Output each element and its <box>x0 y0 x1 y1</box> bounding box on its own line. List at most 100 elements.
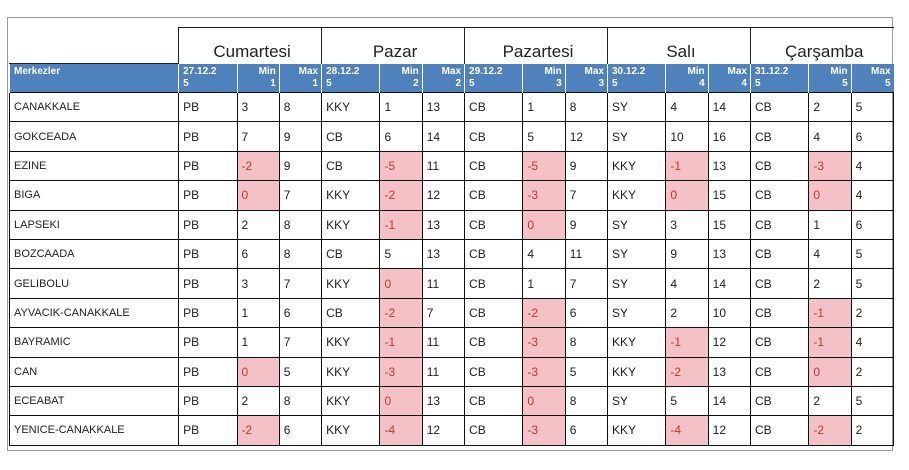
min-cell: -3 <box>522 327 566 358</box>
city-name-cell: CANAKKALE <box>8 91 180 123</box>
condition-cell: CB <box>321 238 381 270</box>
max-cell: 4 <box>850 327 895 358</box>
table-row: LAPSEKI PB 2 8 KKY -1 13 CB 0 9 SY 3 15 CB 1 6 <box>8 209 895 240</box>
min-cell: -1 <box>379 209 423 240</box>
header-min-cell: Min 1 <box>236 63 280 93</box>
city-name-cell: GOKCEADA <box>8 121 180 152</box>
max-cell: 6 <box>278 297 323 329</box>
max-cell: 7 <box>278 327 323 358</box>
min-cell: 1 <box>808 209 852 240</box>
condition-cell: SY <box>606 385 667 417</box>
condition-cell: CB <box>321 150 381 182</box>
table-row: AYVACIK-CANAKKALE PB 1 6 CB -2 7 CB -2 6 SY 2 10 CB -1… <box>8 297 895 329</box>
max-cell: 5 <box>850 238 895 270</box>
condition-cell: PB <box>178 297 238 329</box>
max-cell: 14 <box>707 385 751 417</box>
max-cell: 9 <box>278 150 323 182</box>
min-cell: -2 <box>379 297 423 329</box>
min-cell: -2 <box>808 415 852 446</box>
table-row: BAYRAMIC PB 1 7 KKY -1 11 CB -3 8 KKY -1 12 CB -1 4 <box>8 327 895 358</box>
min-cell: 4 <box>808 121 852 152</box>
condition-cell: SY <box>606 209 667 240</box>
max-cell: 5 <box>850 385 895 417</box>
header-date-cell: 27.12.2 5 <box>178 63 237 93</box>
max-cell: 13 <box>421 238 466 270</box>
min-cell: 0 <box>522 385 566 417</box>
condition-cell: KKY <box>606 180 667 211</box>
max-cell: 14 <box>421 121 466 152</box>
condition-cell: CB <box>321 121 381 152</box>
max-cell: 11 <box>421 327 466 358</box>
condition-cell: CB <box>464 238 524 270</box>
city-name-cell: LAPSEKI <box>8 209 180 240</box>
max-cell: 15 <box>707 180 751 211</box>
condition-cell: KKY <box>606 327 667 358</box>
min-cell: 3 <box>665 209 709 240</box>
header-date-cell: 29.12.2 5 <box>464 63 523 93</box>
min-cell: 2 <box>236 209 280 240</box>
min-cell: -2 <box>236 415 280 446</box>
header-date-cell: 30.12.2 5 <box>606 63 666 93</box>
min-cell: -3 <box>379 356 423 387</box>
condition-cell: CB <box>464 327 524 358</box>
condition-cell: KKY <box>321 91 381 123</box>
condition-cell: KKY <box>321 268 381 299</box>
day-name-cell: Çarşamba <box>749 27 894 64</box>
condition-cell: PB <box>178 150 238 182</box>
min-cell: 7 <box>236 121 280 152</box>
condition-cell: PB <box>178 415 238 446</box>
max-cell: 8 <box>278 238 323 270</box>
max-cell: 9 <box>278 121 323 152</box>
max-cell: 5 <box>278 356 323 387</box>
city-name-cell: ECEABAT <box>8 385 180 417</box>
column-header-row: Merkezler 27.12.2 5 Min 1 Max 1 28.12.2 5 Min 2 Ma… <box>8 63 894 93</box>
day-name-cell: Pazar <box>321 27 465 64</box>
day-name-cell: Pazartesi <box>464 27 608 64</box>
min-cell: 1 <box>379 91 423 123</box>
max-cell: 12 <box>421 415 466 446</box>
max-cell: 8 <box>564 327 609 358</box>
header-min-cell: Min 2 <box>379 63 423 93</box>
condition-cell: SY <box>606 268 667 299</box>
table-row: BIGA PB 0 7 KKY -2 12 CB -3 7 KKY 0 15 CB 0 4 <box>8 180 895 211</box>
condition-cell: CB <box>749 385 810 417</box>
min-cell: 4 <box>522 238 566 270</box>
max-cell: 6 <box>278 415 323 446</box>
condition-cell: PB <box>178 356 238 387</box>
condition-cell: CB <box>749 150 810 182</box>
max-cell: 12 <box>564 121 609 152</box>
header-date-cell: 31.12.2 5 <box>749 63 809 93</box>
max-cell: 5 <box>564 356 609 387</box>
min-cell: 0 <box>808 356 852 387</box>
max-cell: 5 <box>850 91 895 123</box>
max-cell: 4 <box>850 150 895 182</box>
min-cell: -4 <box>379 415 423 446</box>
min-cell: -2 <box>665 356 709 387</box>
table-row: GOKCEADA PB 7 9 CB 6 14 CB 5 12 SY 10 16 CB 4 6 <box>8 121 895 152</box>
table-row: YENICE-CANAKKALE PB -2 6 KKY -4 12 CB -3 6 KKY -4 12… <box>8 415 895 446</box>
condition-cell: CB <box>464 297 524 329</box>
min-cell: 1 <box>236 297 280 329</box>
condition-cell: CB <box>749 209 810 240</box>
condition-cell: CB <box>749 327 810 358</box>
condition-cell: KKY <box>321 385 381 417</box>
max-cell: 7 <box>278 180 323 211</box>
max-cell: 6 <box>850 121 895 152</box>
max-cell: 7 <box>564 180 609 211</box>
condition-cell: CB <box>749 415 810 446</box>
min-cell: 2 <box>665 297 709 329</box>
max-cell: 8 <box>564 91 609 123</box>
max-cell: 8 <box>278 91 323 123</box>
condition-cell: PB <box>178 180 238 211</box>
max-cell: 8 <box>564 385 609 417</box>
min-cell: 4 <box>808 238 852 270</box>
header-max-cell: Max 4 <box>707 63 751 93</box>
condition-cell: PB <box>178 238 238 270</box>
max-cell: 7 <box>421 297 466 329</box>
max-cell: 7 <box>564 268 609 299</box>
condition-cell: CB <box>464 180 524 211</box>
table-row: BOZCAADA PB 6 8 CB 5 13 CB 4 11 SY 9 13 CB 4 5 <box>8 238 895 270</box>
min-cell: 0 <box>522 209 566 240</box>
header-min-cell: Min 5 <box>808 63 852 93</box>
min-cell: 3 <box>236 91 280 123</box>
